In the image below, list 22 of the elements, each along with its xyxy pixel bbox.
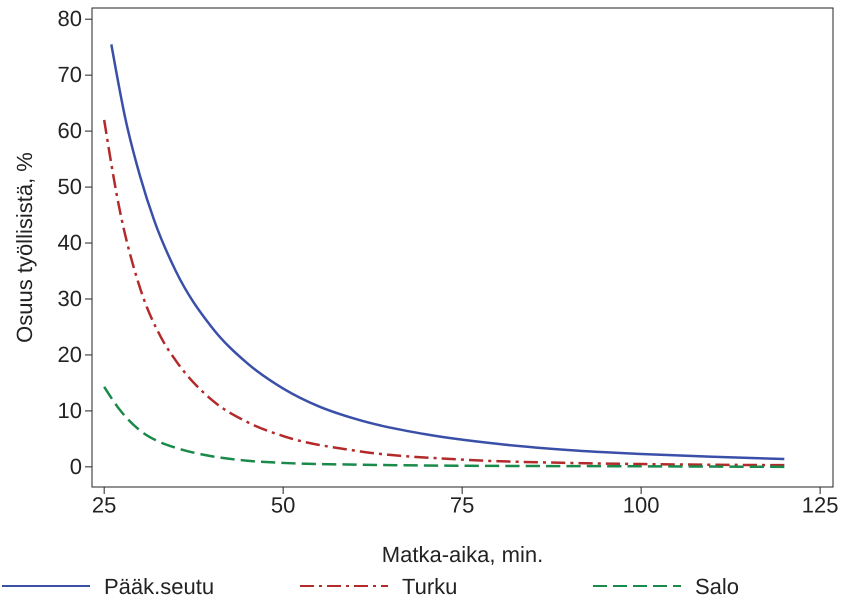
legend-label: Salo bbox=[695, 574, 740, 599]
legend-label: Turku bbox=[402, 574, 458, 599]
y-tick-label: 10 bbox=[58, 398, 82, 423]
y-tick-label: 0 bbox=[70, 454, 82, 479]
y-tick-label: 80 bbox=[58, 6, 82, 32]
y-tick-label: 70 bbox=[58, 62, 82, 88]
line-series bbox=[110, 43, 786, 460]
x-tick-label: 100 bbox=[622, 492, 660, 518]
y-tick-label: 60 bbox=[58, 118, 82, 144]
y-tick-label: 20 bbox=[58, 342, 82, 367]
line-series bbox=[102, 118, 786, 466]
y-tick-label: 40 bbox=[58, 230, 82, 256]
x-axis-title: Matka-aika, min. bbox=[382, 542, 544, 567]
y-axis-title: Osuus työllisistä, % bbox=[12, 152, 37, 343]
y-tick-label: 30 bbox=[58, 286, 82, 312]
x-tick-label: 125 bbox=[802, 492, 838, 518]
x-tick-label: 25 bbox=[92, 492, 116, 518]
line-series bbox=[102, 386, 786, 468]
y-tick-label: 50 bbox=[58, 174, 82, 200]
x-tick-label: 50 bbox=[270, 492, 296, 518]
x-tick-label: 75 bbox=[450, 492, 474, 518]
legend-label: Pääk.seutu bbox=[104, 574, 214, 599]
